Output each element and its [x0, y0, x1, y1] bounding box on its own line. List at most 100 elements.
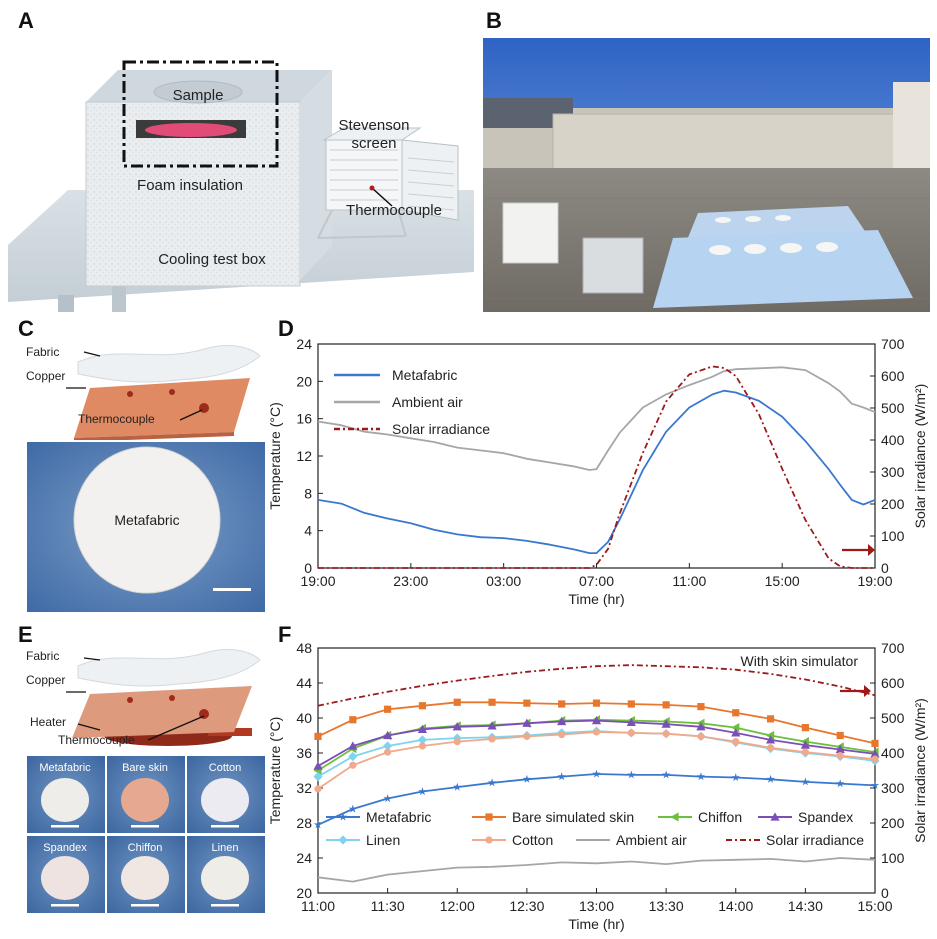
- sample-tile-metafabric: Metafabric: [27, 756, 105, 833]
- data-point-metafabric: [766, 774, 775, 783]
- data-point-spandex: [835, 744, 845, 754]
- data-point-spandex: [383, 730, 393, 740]
- data-point-spandex: [591, 716, 602, 725]
- data-point-spandex: [487, 721, 497, 730]
- cooling-test-box-illustration: Sample Foam insulation Stevenson screen …: [8, 40, 474, 312]
- data-point-cotton: [766, 744, 775, 752]
- x-axis-label-d: Time (hr): [568, 591, 624, 607]
- data-point-cotton: [836, 752, 844, 760]
- axis-arrow-head-f: [864, 685, 871, 697]
- ytick-right-label-100: 100: [881, 850, 905, 866]
- series-f-cotton: [314, 728, 879, 793]
- ytick-label-24: 24: [296, 850, 312, 866]
- data-point-cotton: [488, 735, 496, 743]
- panel-letter-b: B: [486, 8, 502, 33]
- xtick-label: 07:00: [579, 573, 614, 589]
- ytick-label-24: 24: [296, 336, 312, 352]
- data-point-metafabric: [313, 820, 323, 829]
- panel-letter-c: C: [18, 316, 34, 341]
- data-point-spandex: [800, 740, 810, 749]
- ytick-right-label-100: 100: [881, 528, 905, 544]
- rooftop-photo: [483, 38, 930, 312]
- data-point-linen: [383, 741, 393, 751]
- data-point-bare-simulated-skin: [592, 699, 601, 707]
- ytick-label-8: 8: [304, 485, 312, 501]
- ytick-label-20: 20: [296, 373, 312, 389]
- y-axis-right-label-d: Solar irradiance (W/m²): [912, 384, 928, 529]
- label-thermocouple-e: Thermocouple: [58, 733, 135, 747]
- xtick-label: 15:00: [765, 573, 800, 589]
- svg-text:Chiffon: Chiffon: [128, 842, 163, 854]
- data-point-spandex: [417, 724, 428, 733]
- label-thermocouple-a: Thermocouple: [346, 202, 442, 219]
- data-point-bare-simulated-skin: [314, 732, 322, 740]
- y-axis-label-d: Temperature (°C): [268, 402, 283, 510]
- series-f-ambient-air: [317, 857, 876, 883]
- ytick-label-28: 28: [296, 815, 312, 831]
- data-point-bare-simulated-skin: [871, 739, 879, 747]
- xtick-label: 23:00: [393, 573, 428, 589]
- sample-tile-bare-skin: Bare skin: [107, 756, 185, 833]
- data-point-metafabric: [383, 794, 392, 803]
- sample-tile-linen: Linen: [187, 836, 265, 913]
- ytick-label-44: 44: [296, 675, 312, 691]
- data-point-metafabric: [522, 774, 532, 783]
- data-point-cotton: [801, 748, 809, 756]
- ytick-right-label-300: 300: [881, 464, 905, 480]
- fabric-copper-schematic: Fabric Copper Thermocouple: [8, 330, 266, 440]
- ytick-right-label-300: 300: [881, 780, 905, 796]
- data-point-bare-simulated-skin: [453, 698, 461, 706]
- label-screen: screen: [351, 135, 396, 152]
- label-copper-c: Copper: [26, 369, 65, 383]
- data-point-bare-simulated-skin: [732, 709, 740, 717]
- ytick-right-label-0: 0: [881, 885, 889, 901]
- data-point-spandex: [313, 761, 323, 770]
- panel-letter-d: D: [278, 316, 294, 341]
- data-point-linen: [313, 772, 323, 782]
- data-point-spandex: [452, 722, 462, 731]
- series-f-metafabric: [313, 769, 880, 829]
- data-point-cotton: [732, 738, 740, 746]
- xtick-label: 14:30: [788, 898, 823, 914]
- sample-tile-cotton: Cotton: [187, 756, 265, 833]
- data-point-bare-simulated-skin: [697, 703, 705, 711]
- xtick-label: 19:00: [300, 573, 335, 589]
- ytick-right-label-500: 500: [881, 400, 905, 416]
- label-fabric-c: Fabric: [26, 345, 59, 359]
- svg-text:Cotton: Cotton: [209, 762, 241, 774]
- label-metafabric-photo: Metafabric: [114, 512, 179, 528]
- xtick-label: 11:00: [672, 573, 706, 589]
- ytick-right-label-200: 200: [881, 496, 905, 512]
- label-copper-e: Copper: [26, 673, 65, 687]
- ytick-label-36: 36: [296, 745, 312, 761]
- legend-label-solar-irradiance: Solar irradiance: [392, 421, 490, 437]
- data-point-spandex: [557, 716, 567, 726]
- ytick-right-label-400: 400: [881, 432, 905, 448]
- series-line-metafabric: [317, 389, 876, 555]
- skin-simulator-schematic: Fabric Copper Heater Thermocouple: [8, 636, 266, 754]
- data-point-metafabric: [627, 770, 636, 779]
- legend-label-chiffon: Chiffon: [698, 809, 742, 825]
- ytick-label-48: 48: [296, 640, 312, 656]
- data-point-metafabric: [453, 782, 462, 791]
- xtick-label: 12:00: [440, 898, 475, 914]
- ytick-right-label-700: 700: [881, 336, 905, 352]
- data-point-spandex: [696, 722, 706, 731]
- data-point-metafabric: [557, 772, 566, 781]
- label-stevenson: Stevenson: [339, 117, 410, 134]
- data-point-metafabric: [418, 787, 427, 796]
- sample-photo-grid: Metafabric Bare skin Cotton Spandex Chif…: [27, 756, 265, 913]
- data-point-cotton: [558, 731, 566, 739]
- label-cooling-test-box: Cooling test box: [158, 251, 266, 268]
- legend-label-ambient-air: Ambient air: [392, 394, 463, 410]
- ytick-right-label-500: 500: [881, 710, 905, 726]
- legend-marker-bare-simulated-skin: [485, 813, 493, 821]
- label-heater-e: Heater: [30, 715, 66, 729]
- xtick-label: 12:30: [509, 898, 544, 914]
- legend-label-metafabric: Metafabric: [392, 367, 457, 383]
- svg-text:Bare skin: Bare skin: [122, 762, 168, 774]
- ytick-label-20: 20: [296, 885, 312, 901]
- ytick-label-16: 16: [296, 411, 312, 427]
- data-point-cotton: [523, 732, 531, 740]
- ytick-label-40: 40: [296, 710, 312, 726]
